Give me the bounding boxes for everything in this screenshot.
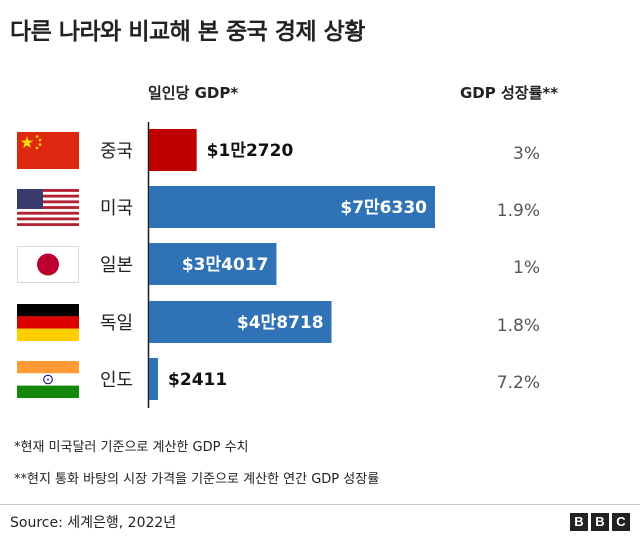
bar-일본 bbox=[149, 243, 277, 285]
footnote-gdp-per-capita: *현재 미국달러 기준으로 계산한 GDP 수치 bbox=[14, 440, 249, 455]
growth-value-china: 3% bbox=[513, 144, 540, 164]
country-label-china: 중국 bbox=[100, 141, 134, 162]
bbc-logo-letter: B bbox=[591, 513, 609, 531]
bbc-logo-letter: C bbox=[612, 513, 630, 531]
bar-value-label: $4만8718 bbox=[237, 313, 324, 333]
country-label-germany: 독일 bbox=[100, 313, 134, 334]
bar-value-label: $3만4017 bbox=[182, 255, 269, 275]
source-text: Source: 세계은행, 2022년 bbox=[10, 515, 177, 531]
india-flag bbox=[17, 361, 79, 398]
country-label-usa: 미국 bbox=[100, 198, 134, 219]
bar-인도 bbox=[149, 358, 159, 400]
bar-중국 bbox=[149, 129, 197, 171]
growth-value-usa: 1.9% bbox=[496, 201, 540, 221]
chart-title: 다른 나라와 비교해 본 중국 경제 상황 bbox=[10, 19, 365, 45]
growth-value-india: 7.2% bbox=[496, 373, 540, 393]
footer-divider bbox=[0, 504, 640, 505]
gdp-per-capita-header: 일인당 GDP* bbox=[148, 84, 239, 102]
bar-value-label: $1만2720 bbox=[207, 141, 294, 161]
growth-value-germany: 1.8% bbox=[496, 316, 540, 336]
bbc-logo-letter: B bbox=[570, 513, 588, 531]
footnote-gdp-growth: **현지 통화 바탕의 시장 가격을 기준으로 계산한 연간 GDP 성장률 bbox=[14, 472, 380, 487]
growth-value-japan: 1% bbox=[513, 258, 540, 278]
gdp-growth-header: GDP 성장률** bbox=[460, 84, 559, 102]
bar-미국 bbox=[149, 186, 435, 228]
japan-flag bbox=[17, 246, 79, 283]
bar-value-label: $2411 bbox=[168, 370, 227, 390]
bar-독일 bbox=[149, 301, 332, 343]
country-label-india: 인도 bbox=[100, 370, 134, 391]
usa-flag bbox=[17, 189, 79, 226]
bar-value-label: $7만6330 bbox=[340, 198, 427, 218]
germany-flag bbox=[17, 304, 79, 341]
country-label-japan: 일본 bbox=[100, 255, 134, 276]
china-flag bbox=[17, 132, 79, 169]
bbc-logo: B B C bbox=[570, 513, 630, 531]
